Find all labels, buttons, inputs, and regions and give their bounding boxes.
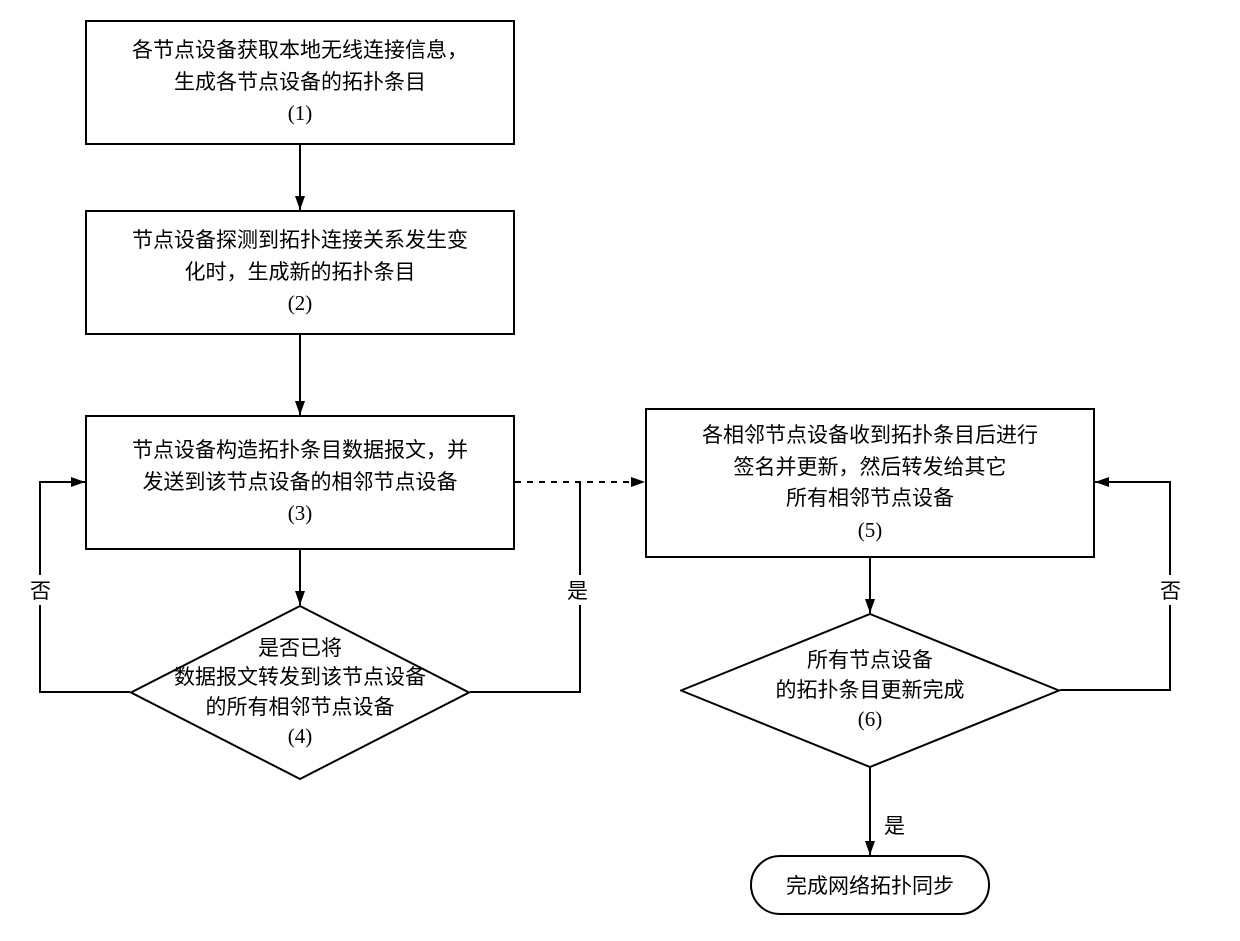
edge-e6_no-label: 否 [1158,575,1183,605]
node-n5-line: (5) [858,515,883,547]
edge-e2-arrow [295,401,305,415]
edge-e4_no-arrow [71,477,85,487]
node-n6-line: 所有节点设备 [807,646,933,675]
edge-e6_no-arrow [1095,477,1109,487]
node-n3-line: 发送到该节点设备的相邻节点设备 [143,467,458,499]
edge-e3-arrow [295,591,305,605]
node-n3-line: (3) [288,498,313,530]
node-n4-line: 数据报文转发到该节点设备 [174,663,426,692]
node-n4-line: (4) [288,722,313,751]
edge-e6_yes-label: 是 [882,810,907,840]
node-n6-line: (6) [858,705,883,734]
edge-e4_yes_dash-arrow [631,477,645,487]
edge-e1-arrow [295,196,305,210]
edge-e5-arrow [865,599,875,613]
node-n4-line: 是否已将 [258,634,342,663]
node-n2: 节点设备探测到拓扑连接关系发生变化时，生成新的拓扑条目(2) [85,210,515,335]
node-n1-line: (1) [288,98,313,130]
node-n1-line: 生成各节点设备的拓扑条目 [174,67,426,99]
flowchart-canvas: 各节点设备获取本地无线连接信息，生成各节点设备的拓扑条目(1) 节点设备探测到拓扑… [0,0,1240,941]
node-n3: 节点设备构造拓扑条目数据报文，并发送到该节点设备的相邻节点设备(3) [85,415,515,550]
node-n5-line: 签名并更新，然后转发给其它 [734,452,1007,484]
node-n4-line: 的所有相邻节点设备 [206,693,395,722]
node-n7: 完成网络拓扑同步 [750,855,990,915]
node-n5-line: 所有相邻节点设备 [786,483,954,515]
node-n4: 是否已将数据报文转发到该节点设备的所有相邻节点设备(4) [130,605,470,780]
node-n5: 各相邻节点设备收到拓扑条目后进行签名并更新，然后转发给其它所有相邻节点设备(5) [645,408,1095,558]
node-n6: 所有节点设备的拓扑条目更新完成(6) [680,613,1060,768]
node-n7-line: 完成网络拓扑同步 [786,870,954,900]
node-n2-line: 化时，生成新的拓扑条目 [185,257,416,289]
edge-e6_yes-arrow [865,841,875,855]
node-n2-line: (2) [288,288,313,320]
node-n1: 各节点设备获取本地无线连接信息，生成各节点设备的拓扑条目(1) [85,20,515,145]
node-n5-line: 各相邻节点设备收到拓扑条目后进行 [702,420,1038,452]
node-n3-line: 节点设备构造拓扑条目数据报文，并 [132,435,468,467]
node-n6-line: 的拓扑条目更新完成 [776,676,965,705]
edge-e4_yes-label: 是 [565,575,590,605]
node-n2-line: 节点设备探测到拓扑连接关系发生变 [132,225,468,257]
node-n1-line: 各节点设备获取本地无线连接信息， [132,35,468,67]
edge-e4_no-label: 否 [28,575,53,605]
